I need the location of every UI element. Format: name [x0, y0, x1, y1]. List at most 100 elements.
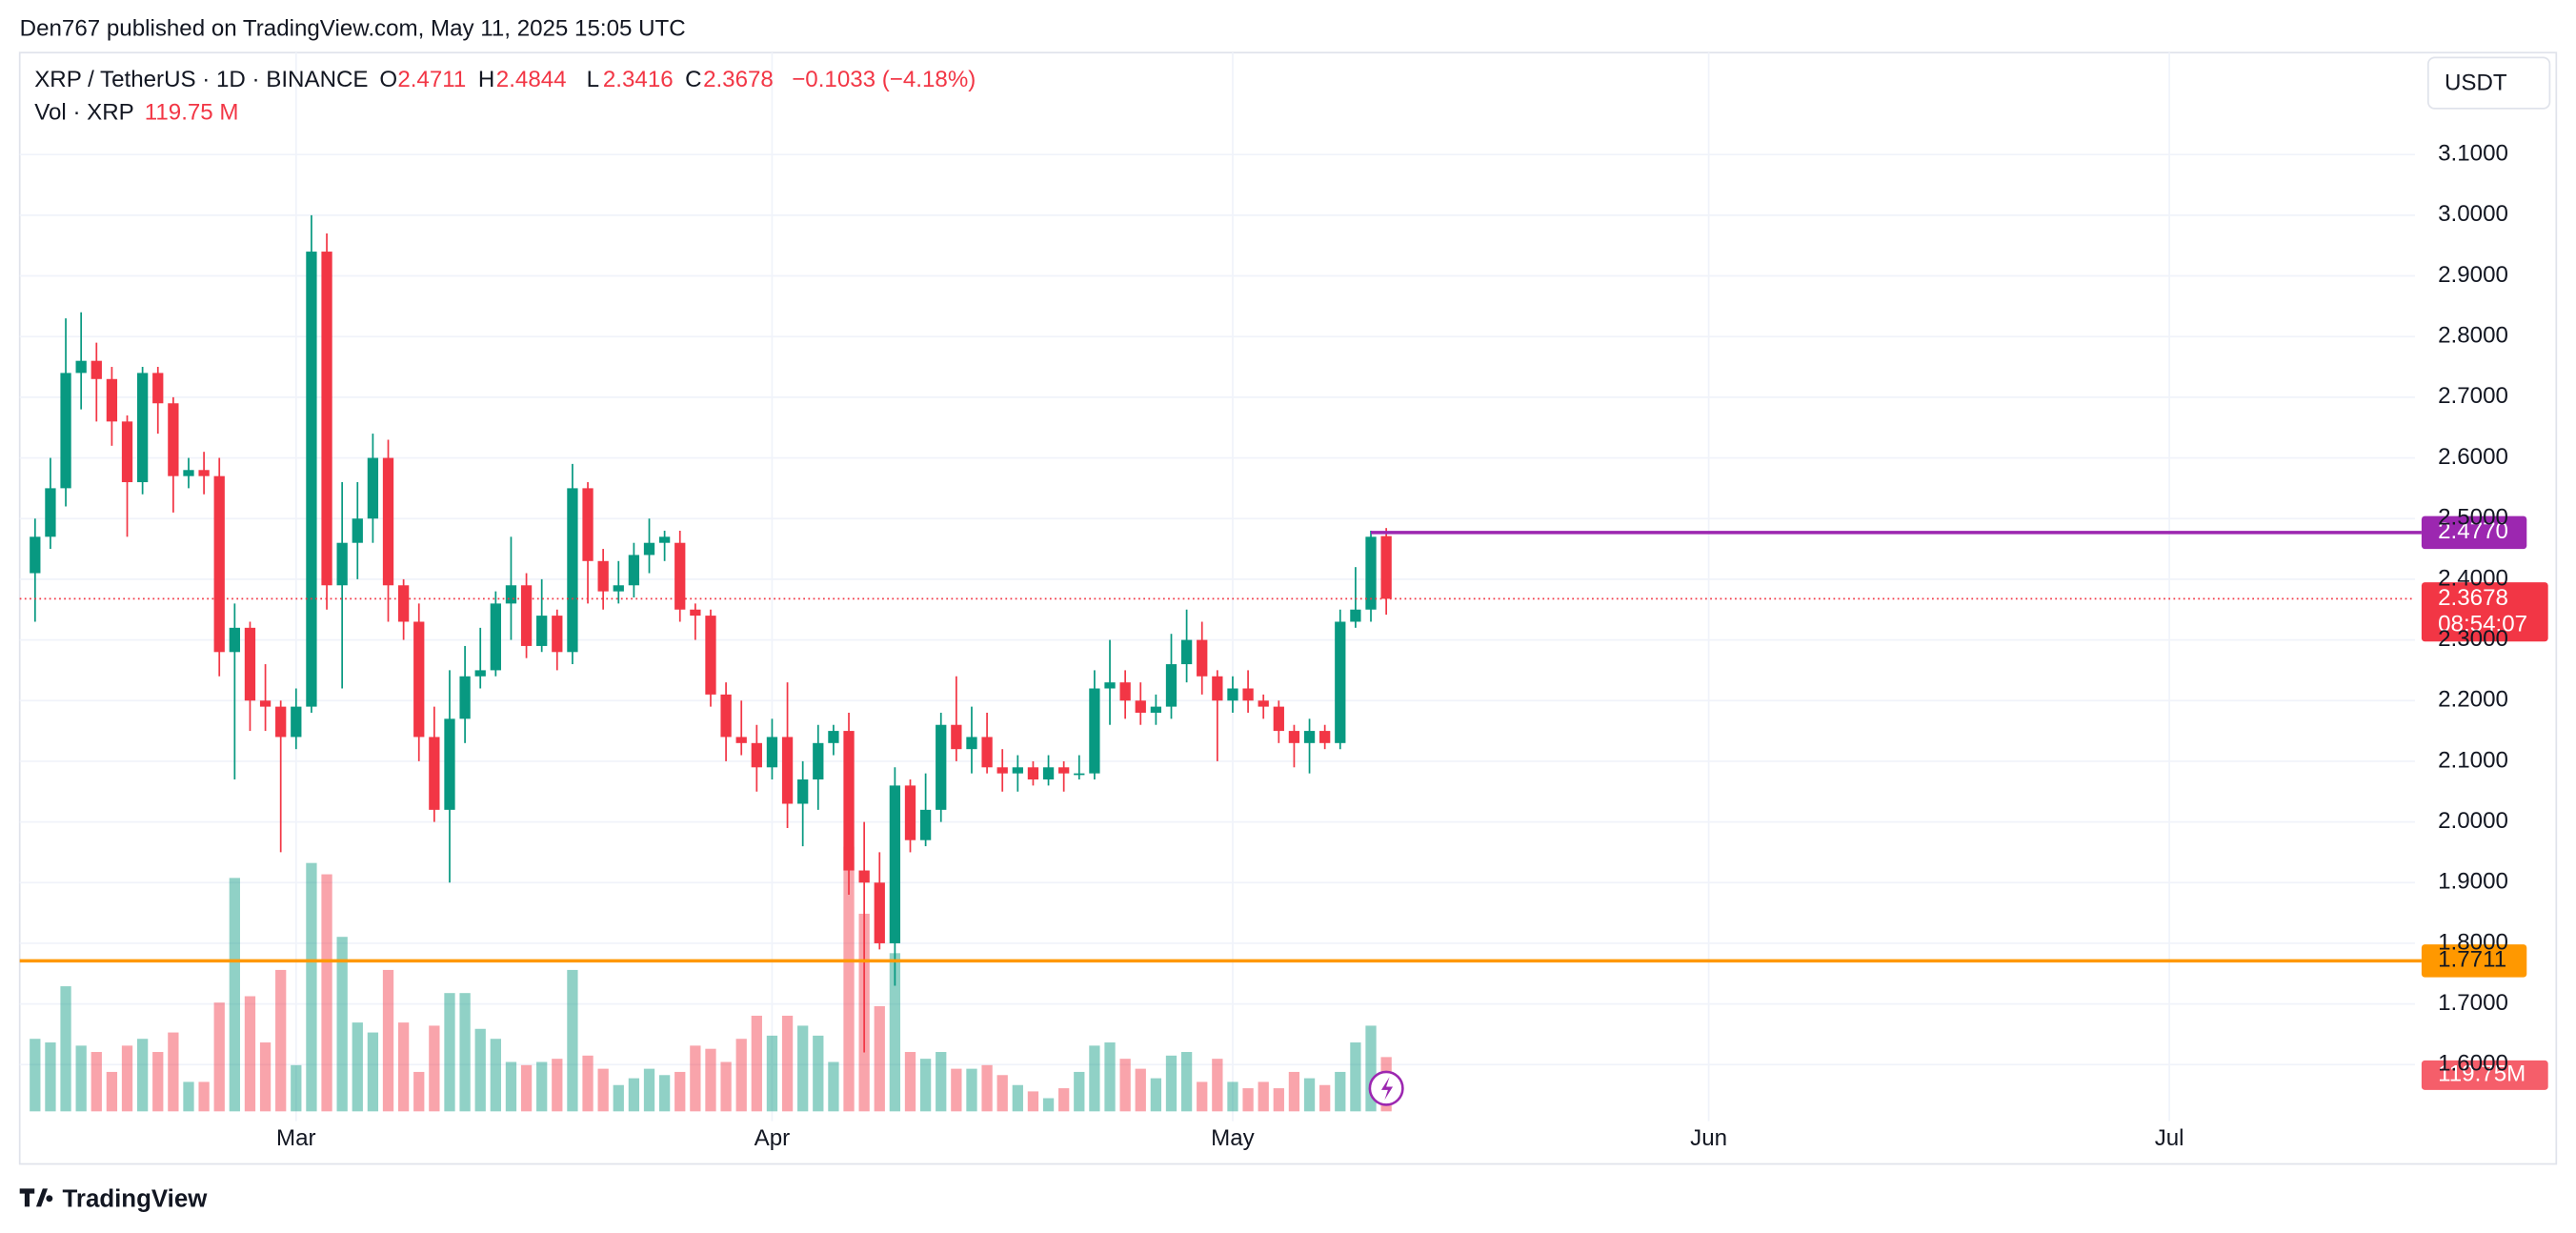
candle-body: [198, 470, 210, 476]
candle-body: [1335, 621, 1346, 743]
volume-bar: [613, 1084, 624, 1112]
candle-body: [567, 488, 578, 653]
volume-bar: [1212, 1059, 1223, 1112]
candle-body: [936, 724, 947, 810]
volume-bar: [121, 1045, 133, 1112]
candle-body: [690, 609, 701, 616]
replay-bolt: [1380, 1077, 1394, 1101]
candle-body: [121, 421, 133, 483]
volume-bar: [536, 1061, 548, 1112]
candle-body: [520, 585, 533, 646]
volume-bar: [781, 1015, 794, 1112]
change: −0.1033 (−4.18%): [792, 67, 976, 92]
volume-bar: [966, 1068, 977, 1112]
currency-button[interactable]: [2426, 56, 2551, 110]
candle-body: [628, 555, 640, 586]
volume-bar: [91, 1052, 102, 1112]
candle-body: [797, 779, 809, 804]
volume-bar: [229, 878, 240, 1112]
candle-body: [1350, 609, 1361, 622]
x-tick-label: Mar: [276, 1125, 316, 1151]
y-tick-label: 2.4000: [2438, 565, 2508, 591]
volume-bar: [1197, 1081, 1208, 1112]
candle-body: [306, 252, 317, 707]
candle-body: [1303, 731, 1316, 743]
currency-label[interactable]: USDT: [2445, 70, 2507, 95]
candle-body: [843, 731, 855, 871]
candle-body: [75, 360, 87, 374]
close-value: 2.3678: [703, 67, 774, 92]
volume-bar: [183, 1081, 194, 1112]
volume-bar: [1242, 1088, 1254, 1112]
candle-body: [168, 403, 179, 476]
candle-body: [321, 252, 332, 586]
volume-bar: [843, 846, 855, 1112]
volume-bar: [30, 1039, 41, 1112]
y-tick-label: 2.0000: [2438, 808, 2508, 834]
y-tick-label: 3.0000: [2438, 201, 2508, 227]
candle-body: [183, 470, 194, 476]
horizontal-line-tag: [2421, 515, 2527, 550]
candle-body: [1288, 731, 1300, 743]
volume-bar: [567, 969, 578, 1112]
volume-bar: [367, 1032, 379, 1112]
candle-body: [429, 737, 440, 810]
volume-bar: [198, 1081, 210, 1112]
high-value: 2.4844: [496, 67, 567, 92]
volume-bar: [1150, 1078, 1162, 1112]
candle-body: [705, 616, 716, 695]
volume-bar: [382, 969, 394, 1112]
candle-body: [597, 560, 609, 592]
candle-body: [229, 627, 240, 653]
candle-body: [919, 809, 932, 840]
volume-bar: [1089, 1045, 1100, 1112]
volume-bar: [1104, 1042, 1116, 1112]
volume-bar: [936, 1052, 947, 1112]
volume-bar: [1303, 1078, 1316, 1112]
volume-bar: [45, 1042, 56, 1112]
volume: [30, 846, 1392, 1112]
candle-body: [444, 718, 455, 810]
volume-bar: [336, 937, 348, 1112]
candle-body: [397, 585, 410, 622]
volume-bar: [474, 1028, 486, 1112]
candle-body: [244, 627, 256, 701]
volume-value: 119.75 M: [145, 99, 239, 125]
candle-body: [1258, 700, 1269, 707]
y-tick-label: 2.2000: [2438, 687, 2508, 713]
y-tick-label: 2.5000: [2438, 505, 2508, 531]
high-key: H: [478, 67, 494, 92]
volume-bar: [674, 1071, 686, 1112]
candle-body: [951, 724, 962, 750]
candle-body: [751, 742, 762, 768]
candle-body: [1242, 688, 1254, 701]
candle-body: [459, 676, 471, 719]
candle-body: [1165, 664, 1177, 707]
y-tick-label: 3.1000: [2438, 141, 2508, 167]
candle-body: [413, 621, 425, 738]
symbol: XRP / TetherUS · 1D · BINANCE: [34, 67, 368, 92]
volume-bar: [582, 1055, 594, 1112]
y-tick-label: 2.6000: [2438, 444, 2508, 470]
y-tick-label: 2.1000: [2438, 747, 2508, 773]
brand-logo: [19, 1188, 53, 1207]
volume-bar: [874, 1005, 885, 1112]
volume-bar: [397, 1022, 410, 1112]
volume-bar: [643, 1068, 655, 1112]
candle-body: [505, 585, 517, 604]
volume-bar: [1180, 1052, 1193, 1112]
candle-body: [1197, 639, 1208, 677]
volume-bar: [275, 969, 287, 1112]
y-tick-label: 1.8000: [2438, 929, 2508, 955]
volume-bar: [259, 1042, 272, 1112]
x-tick-label: Jul: [2155, 1125, 2184, 1151]
volume-bar: [444, 993, 455, 1112]
volume-bar: [1335, 1071, 1346, 1112]
candle-body: [1104, 682, 1116, 689]
low-key: L: [587, 67, 599, 92]
candle-body: [1212, 676, 1223, 701]
volume-bar: [213, 1002, 225, 1112]
candle-body: [336, 542, 348, 586]
candle-body: [674, 542, 686, 610]
